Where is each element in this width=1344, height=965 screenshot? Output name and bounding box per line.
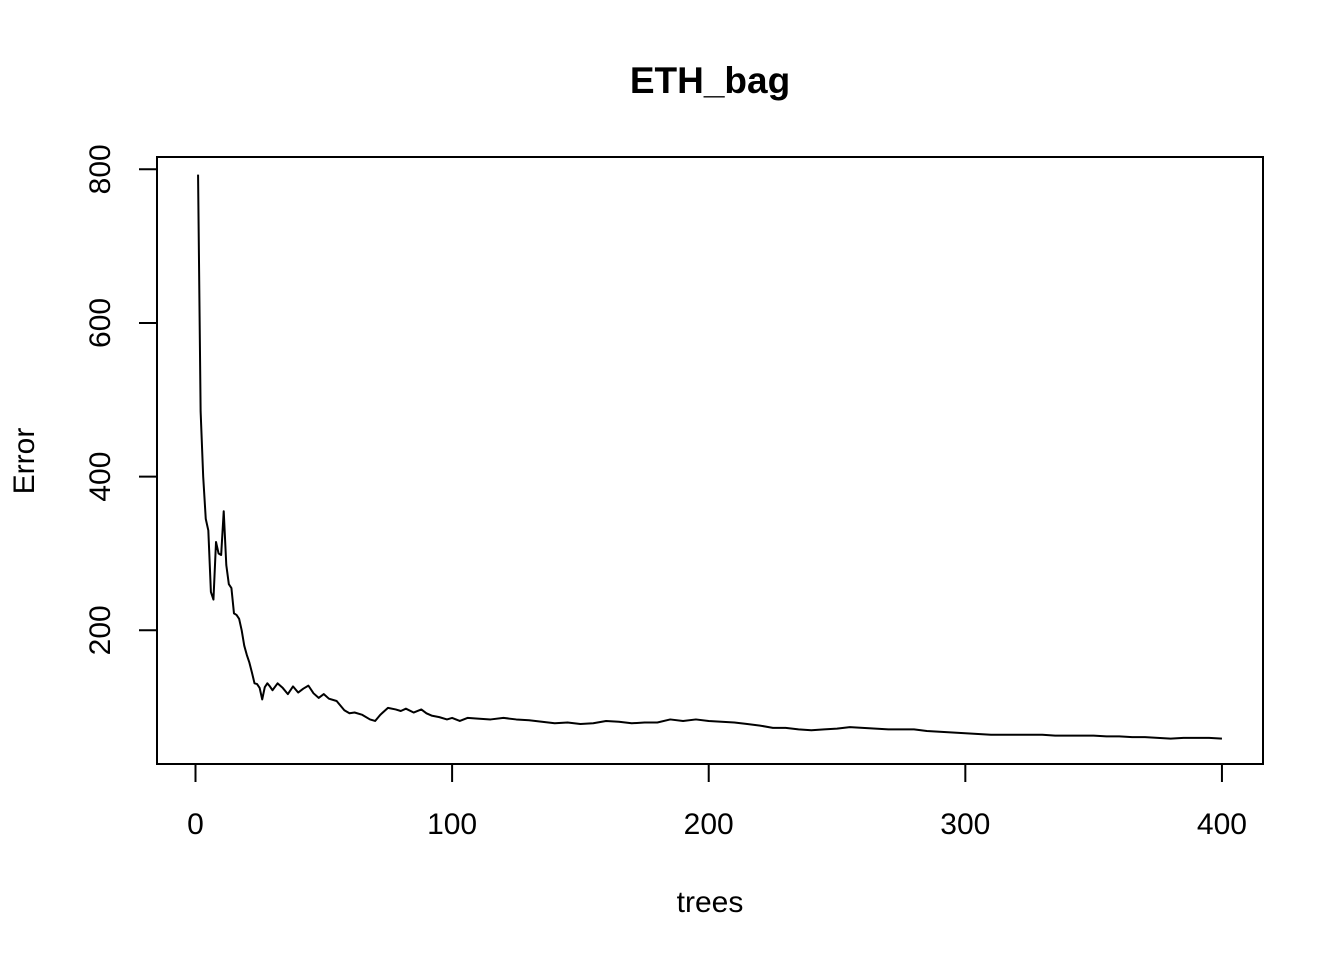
- x-tick-label: 400: [1197, 808, 1247, 841]
- x-tick-label: 0: [187, 808, 204, 841]
- y-tick-label: 200: [84, 605, 117, 655]
- plot-frame: [156, 156, 1264, 765]
- y-axis-label: Error: [8, 428, 41, 495]
- y-tick-label: 800: [84, 144, 117, 194]
- y-axis: 200 400 600 800: [84, 144, 158, 655]
- series-layer: [197, 174, 1222, 740]
- series-line-0: [197, 174, 1222, 740]
- x-axis-label: trees: [677, 886, 744, 919]
- chart-title: ETH_bag: [630, 60, 790, 101]
- y-tick-label: 600: [84, 298, 117, 348]
- y-tick-label: 400: [84, 452, 117, 502]
- x-axis: 0 100 200 300 400: [187, 763, 1247, 841]
- x-tick-label: 100: [427, 808, 477, 841]
- x-tick-label: 300: [940, 808, 990, 841]
- x-tick-label: 200: [684, 808, 734, 841]
